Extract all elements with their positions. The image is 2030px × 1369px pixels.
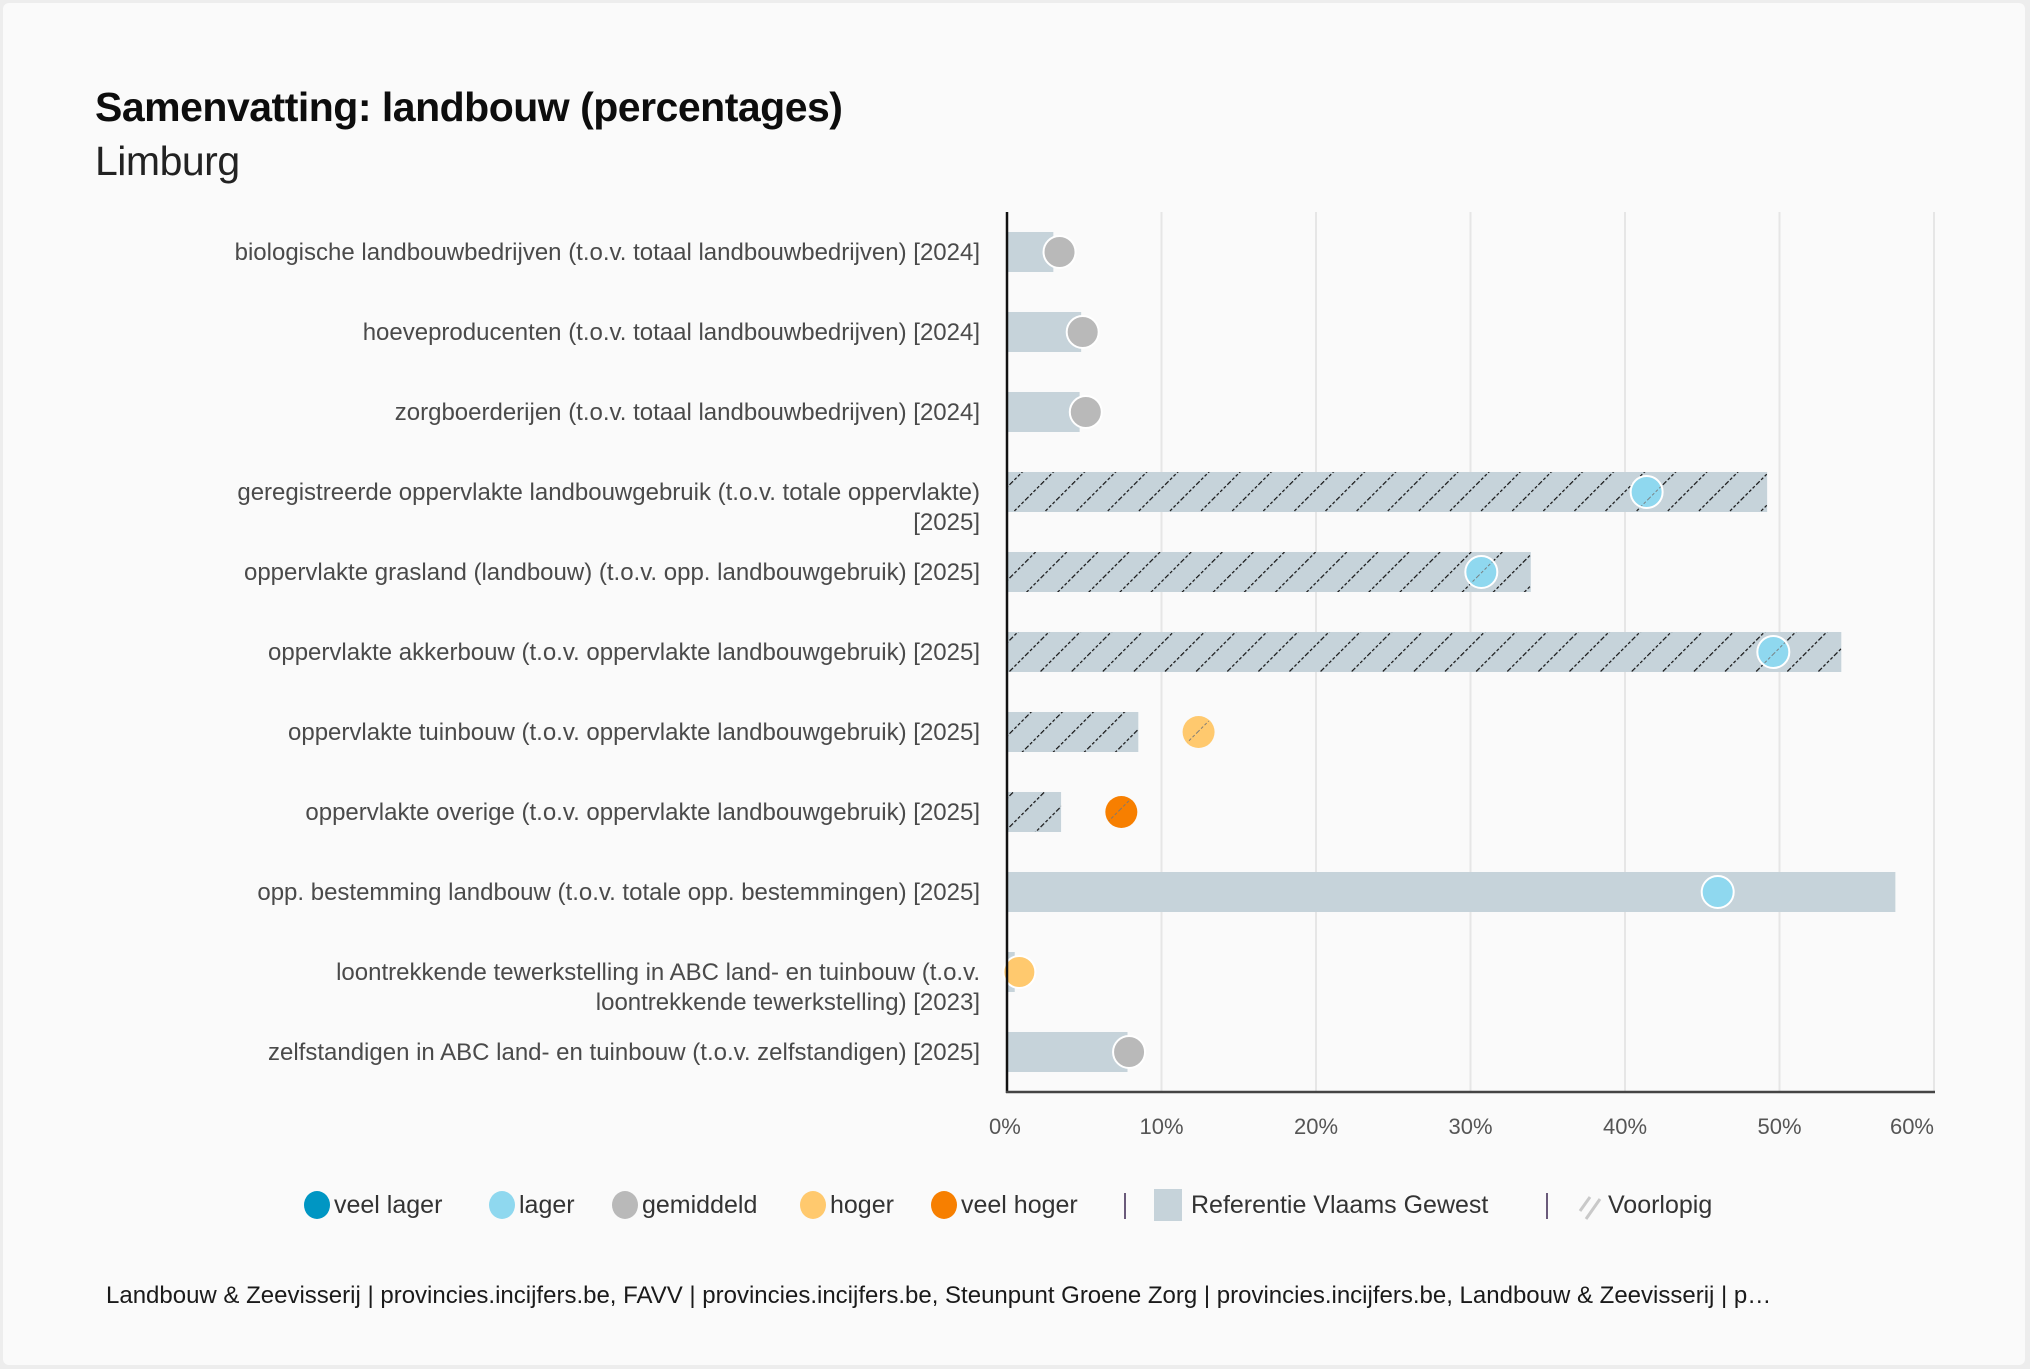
legend-label: Voorlopig (1608, 1190, 1713, 1219)
category-label-line: geregistreerde oppervlakte landbouwgebru… (237, 479, 980, 506)
reference-bar[interactable] (1007, 712, 1139, 752)
category-label-line: opp. bestemming landbouw (t.o.v. totale … (257, 879, 980, 906)
dot-hatch (1631, 477, 1662, 507)
category-label-line: hoeveproducenten (t.o.v. totaal landbouw… (363, 319, 980, 346)
x-tick-label: 60% (1890, 1114, 1934, 1139)
reference-swatch-icon (1154, 1189, 1182, 1221)
legend-label: veel lager (334, 1190, 443, 1219)
x-tick-label: 30% (1448, 1114, 1492, 1139)
category-label: oppervlakte grasland (landbouw) (t.o.v. … (244, 559, 980, 586)
category-label: geregistreerde oppervlakte landbouwgebru… (237, 479, 980, 536)
value-dot[interactable] (1629, 475, 1664, 509)
dot-hatch (1466, 557, 1497, 587)
legend-item-hoger[interactable]: hoger (800, 1185, 894, 1225)
hatch-icon (1578, 1196, 1602, 1220)
category-label: oppervlakte akkerbouw (t.o.v. oppervlakt… (268, 639, 980, 666)
legend-item-veel-hoger[interactable]: veel hoger (931, 1185, 1078, 1225)
legend-separator (1546, 1193, 1548, 1219)
category-label: oppervlakte tuinbouw (t.o.v. oppervlakte… (288, 719, 980, 746)
dot-hatch (1758, 637, 1789, 667)
legend-label: gemiddeld (642, 1190, 758, 1219)
hoger-dot-icon (800, 1191, 826, 1219)
dot-hatch (1183, 717, 1214, 747)
value-dot[interactable] (1756, 635, 1791, 669)
x-tick-label: 10% (1139, 1114, 1183, 1139)
category-label: zelfstandigen in ABC land- en tuinbouw (… (268, 1039, 980, 1066)
dot-fill (1112, 1035, 1147, 1069)
category-label-line: [2025] (913, 509, 980, 536)
value-dot[interactable] (1700, 875, 1735, 909)
reference-bar[interactable] (1007, 552, 1531, 592)
category-label-line: loontrekkende tewerkstelling in ABC land… (336, 959, 980, 986)
chart-card (3, 3, 2025, 1365)
value-dot[interactable] (1112, 1035, 1147, 1069)
category-label-line: biologische landbouwbedrijven (t.o.v. to… (235, 239, 980, 266)
category-label: hoeveproducenten (t.o.v. totaal landbouw… (363, 319, 980, 346)
category-label-line: zelfstandigen in ABC land- en tuinbouw (… (268, 1039, 980, 1066)
lager-dot-icon (489, 1191, 515, 1219)
gemiddeld-dot-icon (612, 1191, 638, 1219)
legend-item-gemiddeld[interactable]: gemiddeld (612, 1185, 757, 1225)
reference-bar[interactable] (1007, 392, 1080, 432)
x-tick-label: 0% (989, 1114, 1021, 1139)
category-label: opp. bestemming landbouw (t.o.v. totale … (257, 879, 980, 906)
reference-bar[interactable] (1007, 872, 1896, 912)
reference-bar[interactable] (1007, 792, 1062, 832)
category-label-line: oppervlakte grasland (landbouw) (t.o.v. … (244, 559, 980, 586)
category-label-line: oppervlakte tuinbouw (t.o.v. oppervlakte… (288, 719, 980, 746)
category-label-line: oppervlakte akkerbouw (t.o.v. oppervlakt… (268, 639, 980, 666)
legend-label: Referentie Vlaams Gewest (1191, 1190, 1489, 1219)
value-dot[interactable] (1002, 955, 1037, 989)
dot-fill (1065, 315, 1100, 349)
veel-lager-dot-icon (304, 1191, 330, 1219)
legend-label: hoger (830, 1190, 894, 1219)
value-dot[interactable] (1042, 235, 1077, 269)
x-tick-label: 50% (1757, 1114, 1801, 1139)
veel-hoger-dot-icon (931, 1191, 957, 1219)
dot-fill (1068, 395, 1103, 429)
legend: veel lager lager gemiddeld hoger veel ho… (0, 1185, 2030, 1225)
reference-bar[interactable] (1007, 632, 1842, 672)
value-dot[interactable] (1065, 315, 1100, 349)
x-tick-label: 40% (1603, 1114, 1647, 1139)
category-label: oppervlakte overige (t.o.v. oppervlakte … (305, 799, 980, 826)
value-dot[interactable] (1464, 555, 1499, 589)
category-label-line: zorgboerderijen (t.o.v. totaal landbouwb… (395, 399, 980, 426)
dot-fill (1002, 955, 1037, 989)
legend-item-reference[interactable]: Referentie Vlaams Gewest (1154, 1185, 1488, 1225)
chart-subtitle: Limburg (95, 138, 240, 184)
dot-fill (1700, 875, 1735, 909)
category-label-line: oppervlakte overige (t.o.v. oppervlakte … (305, 799, 980, 826)
dot-hatch (1106, 797, 1137, 827)
legend-separator (1124, 1193, 1126, 1219)
value-dot[interactable] (1068, 395, 1103, 429)
legend-item-veel-lager[interactable]: veel lager (304, 1185, 442, 1225)
legend-item-provisional[interactable]: Voorlopig (1576, 1185, 1712, 1225)
category-label: zorgboerderijen (t.o.v. totaal landbouwb… (395, 399, 980, 426)
legend-label: lager (519, 1190, 575, 1219)
category-label: biologische landbouwbedrijven (t.o.v. to… (235, 239, 980, 266)
source-footer: Landbouw & Zeevisserij | provincies.inci… (106, 1282, 1772, 1309)
dot-fill (1042, 235, 1077, 269)
chart-title: Samenvatting: landbouw (percentages) (95, 84, 843, 130)
legend-item-lager[interactable]: lager (489, 1185, 575, 1225)
value-dot[interactable] (1105, 796, 1138, 828)
value-dot[interactable] (1182, 716, 1215, 748)
reference-bar[interactable] (1007, 1032, 1128, 1072)
legend-label: veel hoger (961, 1190, 1078, 1219)
category-label-line: loontrekkende tewerkstelling) [2023] (596, 989, 980, 1016)
x-tick-label: 20% (1294, 1114, 1338, 1139)
category-label: loontrekkende tewerkstelling in ABC land… (336, 959, 980, 1016)
